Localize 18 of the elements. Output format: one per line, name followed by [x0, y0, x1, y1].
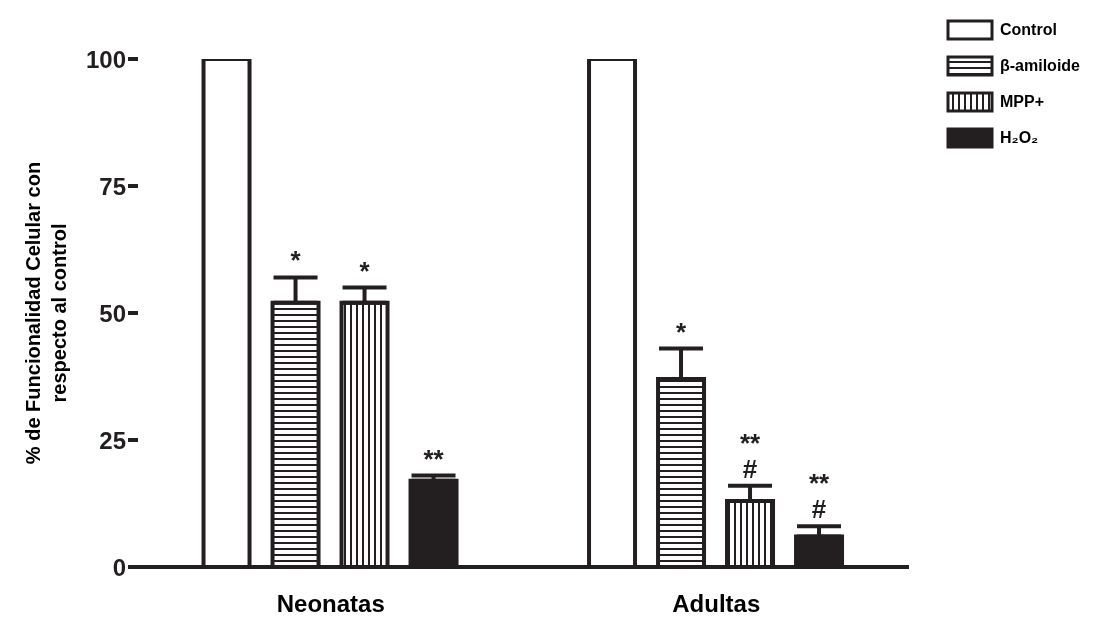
y-axis-title: % de Funcionalidad Celular con respecto al control — [22, 161, 70, 465]
legend-label: MPP+ — [1000, 93, 1045, 111]
legend-label: H₂O₂ — [1000, 129, 1039, 147]
legend-label: Control — [1000, 21, 1057, 39]
data-label: * — [290, 245, 302, 276]
data-label: ** # — [808, 468, 831, 525]
data-label: ** — [423, 443, 445, 474]
data-label: * — [675, 316, 687, 347]
y-tick-label: 50 — [99, 299, 126, 327]
data-label: ** # — [739, 427, 762, 484]
data-label: * — [359, 255, 371, 286]
y-tick-label: 100 — [85, 45, 126, 73]
y-tick-label: 25 — [99, 426, 126, 454]
x-tick-label: Adultas — [672, 590, 761, 618]
x-tick-label: Neonatas — [276, 590, 385, 618]
legend-label: β-amiloide — [1000, 57, 1080, 75]
y-tick-label: 75 — [99, 172, 126, 200]
y-tick-label: 0 — [112, 553, 126, 581]
